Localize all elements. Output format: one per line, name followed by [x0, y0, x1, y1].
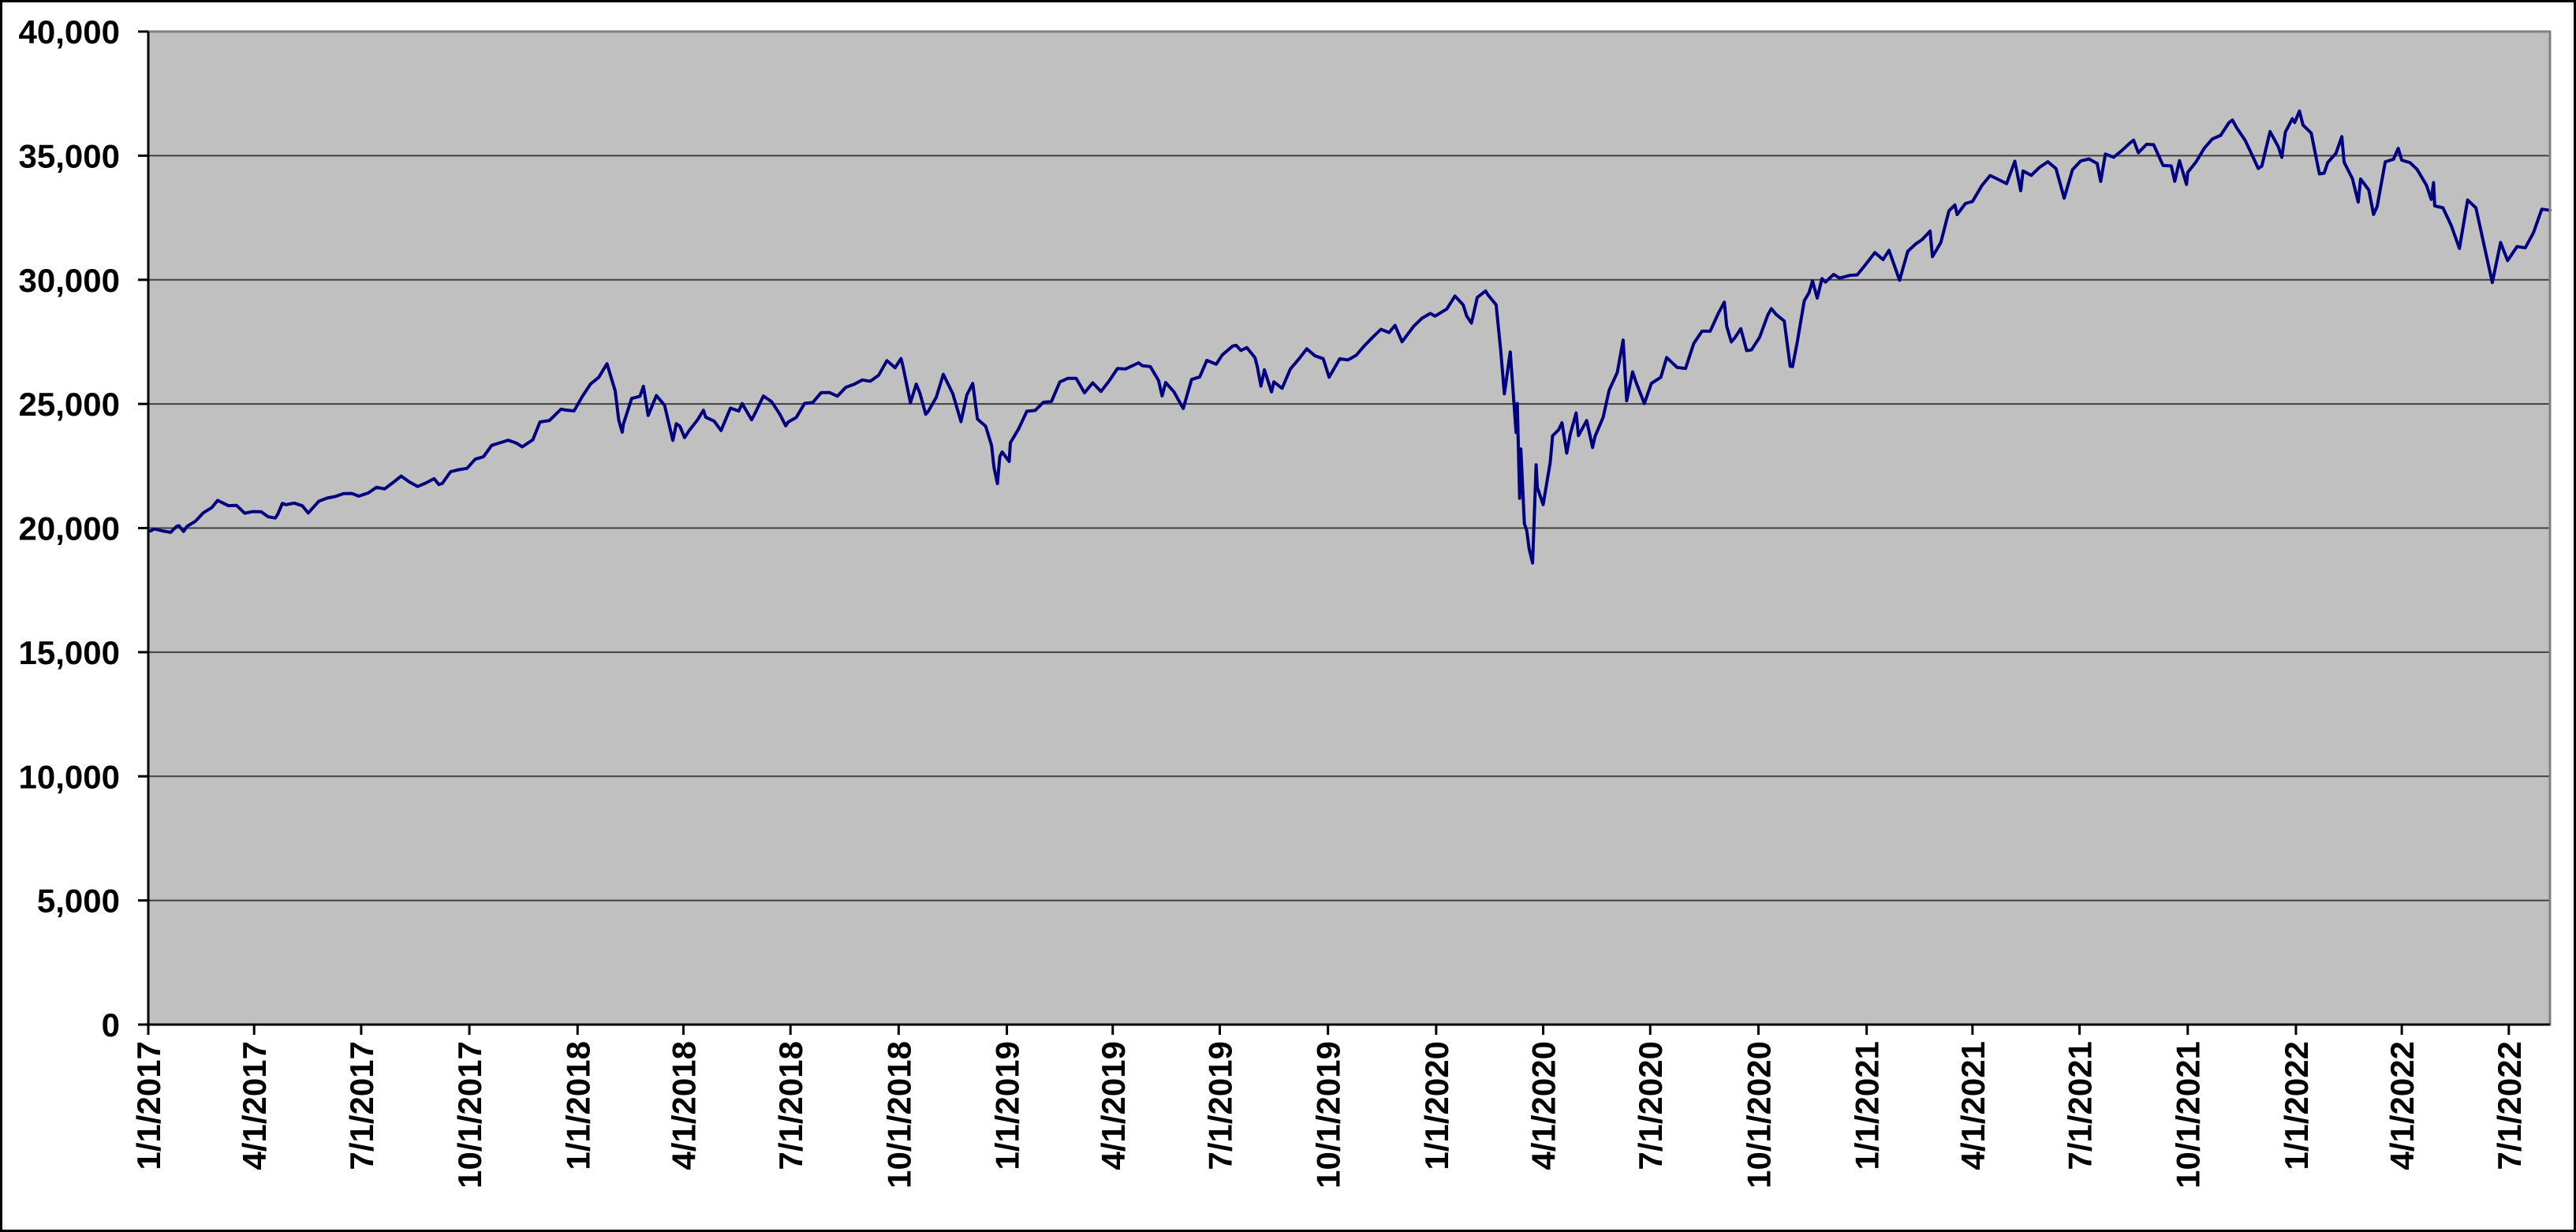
y-axis-tick-label: 0: [102, 1006, 120, 1043]
y-axis-tick-label: 30,000: [19, 262, 120, 299]
x-axis-tick-label: 4/1/2019: [1095, 1041, 1132, 1170]
series-line: [149, 109, 2552, 565]
x-axis-tick-label: 10/1/2018: [880, 1041, 917, 1189]
y-axis-tick-label: 25,000: [19, 386, 120, 423]
x-axis-tick-label: 7/1/2022: [2491, 1041, 2528, 1170]
y-axis-tick-label: 10,000: [19, 758, 120, 795]
y-axis-tick-label: 20,000: [19, 510, 120, 547]
x-axis-tick-label: 7/1/2019: [1201, 1041, 1238, 1170]
x-axis-tick-label: 10/1/2021: [2170, 1041, 2207, 1189]
x-axis-tick-label: 7/1/2017: [343, 1041, 380, 1170]
x-axis-tick-label: 4/1/2018: [665, 1041, 702, 1170]
x-axis-tick-label: 1/1/2017: [130, 1041, 167, 1170]
x-axis-tick-label: 7/1/2021: [2062, 1041, 2099, 1170]
x-axis-tick-label: 4/1/2022: [2384, 1041, 2421, 1170]
x-axis-tick-label: 1/1/2019: [989, 1041, 1026, 1170]
x-axis-tick-label: 4/1/2021: [1954, 1041, 1992, 1170]
x-axis-tick-label: 10/1/2019: [1310, 1041, 1347, 1189]
x-axis-tick-label: 1/1/2022: [2278, 1041, 2315, 1170]
y-axis-tick-label: 35,000: [19, 137, 120, 174]
x-axis-tick-label: 4/1/2017: [236, 1041, 273, 1170]
y-axis-tick-label: 5,000: [37, 883, 120, 920]
x-axis-tick-label: 7/1/2020: [1632, 1041, 1669, 1170]
x-axis-tick-label: 10/1/2020: [1740, 1041, 1777, 1189]
x-axis-tick-label: 1/1/2021: [1849, 1041, 1886, 1170]
x-axis-tick-label: 10/1/2017: [451, 1041, 488, 1189]
x-axis-tick-label: 7/1/2018: [772, 1041, 809, 1170]
y-axis-tick-label: 40,000: [19, 13, 120, 50]
x-axis-tick-label: 4/1/2020: [1525, 1041, 1562, 1170]
x-axis-tick-label: 1/1/2018: [559, 1041, 596, 1170]
y-axis-tick-label: 15,000: [19, 634, 120, 671]
x-axis-tick-label: 1/1/2020: [1418, 1041, 1455, 1170]
